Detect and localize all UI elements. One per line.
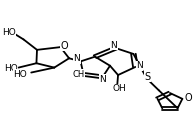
Text: N: N xyxy=(99,75,106,84)
Text: CH: CH xyxy=(73,70,85,79)
Text: N: N xyxy=(136,61,143,70)
Text: N: N xyxy=(73,54,80,63)
Text: HO: HO xyxy=(13,70,27,79)
Text: O: O xyxy=(61,41,69,51)
Text: O: O xyxy=(184,93,192,103)
Text: HO: HO xyxy=(2,28,15,37)
Text: OH: OH xyxy=(112,84,126,93)
Text: HO: HO xyxy=(4,64,18,73)
Text: N: N xyxy=(110,41,117,50)
Text: S: S xyxy=(145,72,151,81)
